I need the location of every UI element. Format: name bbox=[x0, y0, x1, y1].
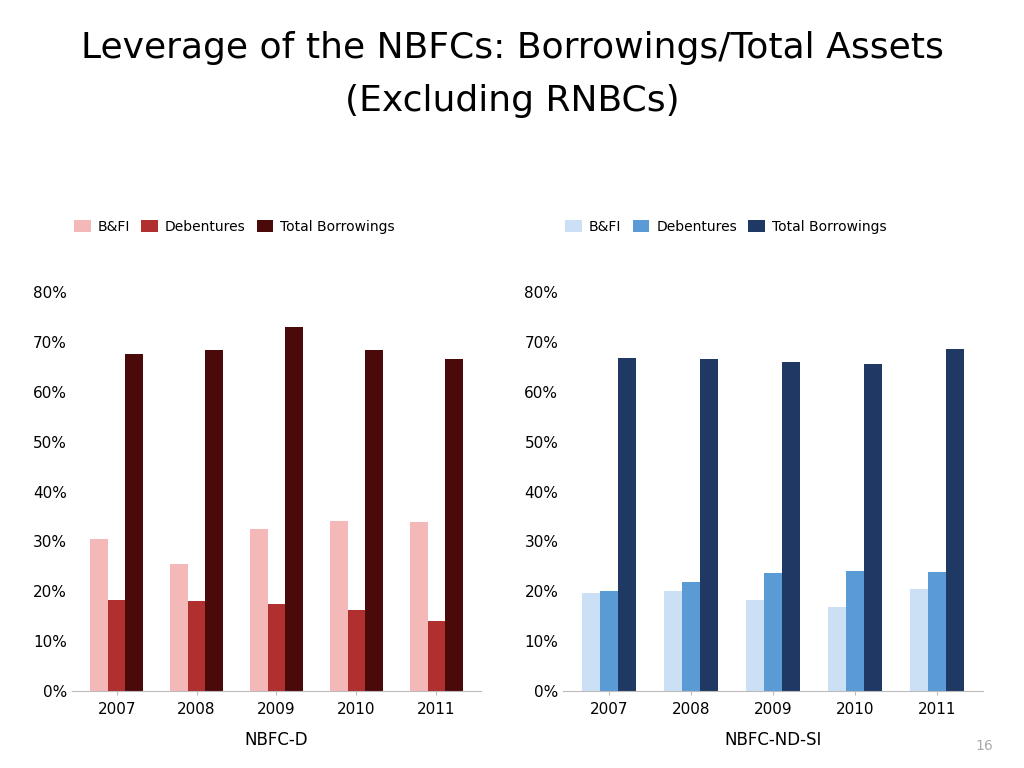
Bar bbox=[618, 358, 636, 691]
Legend: B&FI, Debentures, Total Borrowings: B&FI, Debentures, Total Borrowings bbox=[69, 214, 400, 240]
Bar bbox=[347, 611, 366, 691]
Bar bbox=[828, 607, 846, 691]
X-axis label: NBFC-D: NBFC-D bbox=[245, 731, 308, 750]
Bar bbox=[330, 521, 347, 691]
Legend: B&FI, Debentures, Total Borrowings: B&FI, Debentures, Total Borrowings bbox=[560, 214, 892, 240]
Bar bbox=[910, 589, 928, 691]
Bar bbox=[206, 350, 223, 691]
Bar bbox=[682, 582, 700, 691]
Bar bbox=[267, 604, 286, 691]
Bar bbox=[782, 362, 800, 691]
Bar bbox=[946, 349, 964, 691]
Bar bbox=[746, 600, 764, 691]
Bar bbox=[864, 364, 882, 691]
Bar bbox=[410, 522, 427, 691]
Bar bbox=[187, 601, 206, 691]
Bar bbox=[600, 591, 618, 691]
Bar bbox=[286, 327, 303, 691]
Bar bbox=[445, 359, 463, 691]
Bar bbox=[583, 593, 600, 691]
Bar bbox=[665, 591, 682, 691]
Bar bbox=[846, 571, 864, 691]
Text: 16: 16 bbox=[976, 739, 993, 753]
Bar bbox=[700, 359, 718, 691]
Bar bbox=[170, 564, 187, 691]
Bar bbox=[90, 539, 108, 691]
Text: (Excluding RNBCs): (Excluding RNBCs) bbox=[345, 84, 679, 118]
Bar bbox=[764, 573, 782, 691]
Bar bbox=[250, 529, 267, 691]
Bar bbox=[366, 350, 383, 691]
Bar bbox=[108, 600, 126, 691]
Bar bbox=[126, 354, 143, 691]
Bar bbox=[427, 621, 445, 691]
Bar bbox=[928, 572, 946, 691]
X-axis label: NBFC-ND-SI: NBFC-ND-SI bbox=[724, 731, 822, 750]
Text: Leverage of the NBFCs: Borrowings/Total Assets: Leverage of the NBFCs: Borrowings/Total … bbox=[81, 31, 943, 65]
